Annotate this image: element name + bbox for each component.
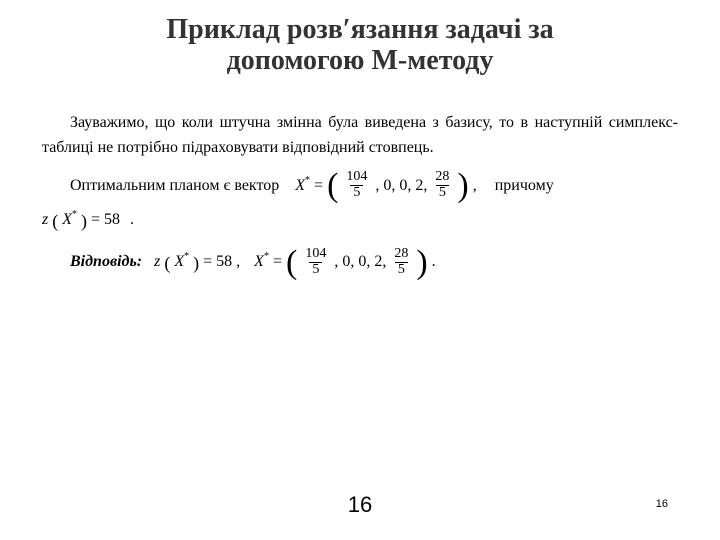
equals: = [273,253,282,271]
x-star: X * [295,177,310,195]
fraction-28-5: 28 5 [391,247,411,277]
title-line-1: Приклад розв′язання задачі за [166,14,553,45]
frac-num: 28 [391,247,411,262]
optimal-text-right: причому [495,177,554,195]
answer-label: Відповідь: [70,253,142,271]
note-paragraph: Зауважимо, що коли штучна змінна була ви… [42,111,678,161]
star-superscript: * [264,251,269,262]
vector-middle: , 0, 0, 2, [334,253,386,271]
x-star: X * [254,253,269,271]
rparen-icon: ) [457,171,468,202]
rparen-icon: ) [416,248,427,279]
comma: , [473,177,477,195]
frac-num: 28 [432,170,452,185]
x-star: X * [62,211,77,229]
frac-num: 104 [343,170,370,185]
star-superscript: * [184,251,189,262]
fraction-28-5: 28 5 [432,170,452,200]
x-star: X * [174,253,189,271]
lparen-icon: ( [164,254,170,272]
page-number-small: 16 [656,498,668,510]
frac-den: 5 [309,262,322,278]
page-number-large: 16 [348,492,372,518]
comma: , [236,253,240,271]
title-line-2: допомогою М-методу [227,45,494,76]
rparen-icon: ) [81,212,87,230]
equals: = [314,177,323,195]
x-symbol: X [254,253,264,271]
fraction-104-5: 104 5 [343,170,370,200]
period: . [432,253,436,271]
fraction-104-5: 104 5 [302,247,329,277]
answer-line: Відповідь: z ( X * ) = 58 , X * = ( 104 … [42,247,678,278]
star-superscript: * [72,209,77,220]
frac-den: 5 [350,185,363,201]
period: . [130,211,134,229]
frac-den: 5 [395,262,408,278]
z-equals-58: = 58 [203,253,232,271]
vector-middle: , 0, 0, 2, [375,177,427,195]
lparen-icon: ( [327,171,338,202]
slide-content: Зауважимо, що коли штучна змінна була ви… [0,83,720,278]
z-symbol: z [154,253,160,271]
optimal-plan-line: Оптимальним планом є вектор X * = ( 104 … [42,170,678,201]
x-symbol: X [295,177,305,195]
lparen-icon: ( [52,212,58,230]
slide: Приклад розв′язання задачі за допомогою … [0,0,720,540]
z-equals-58: = 58 [91,211,120,229]
slide-title: Приклад розв′язання задачі за допомогою … [0,0,720,83]
optimal-text-left: Оптимальним планом є вектор [70,177,279,195]
z-value-line: z ( X * ) = 58 . [42,211,678,229]
z-symbol: z [42,211,48,229]
frac-den: 5 [436,185,449,201]
star-superscript: * [305,175,310,186]
rparen-icon: ) [193,254,199,272]
x-symbol: X [62,211,72,229]
frac-num: 104 [302,247,329,262]
x-symbol: X [174,253,184,271]
lparen-icon: ( [286,248,297,279]
